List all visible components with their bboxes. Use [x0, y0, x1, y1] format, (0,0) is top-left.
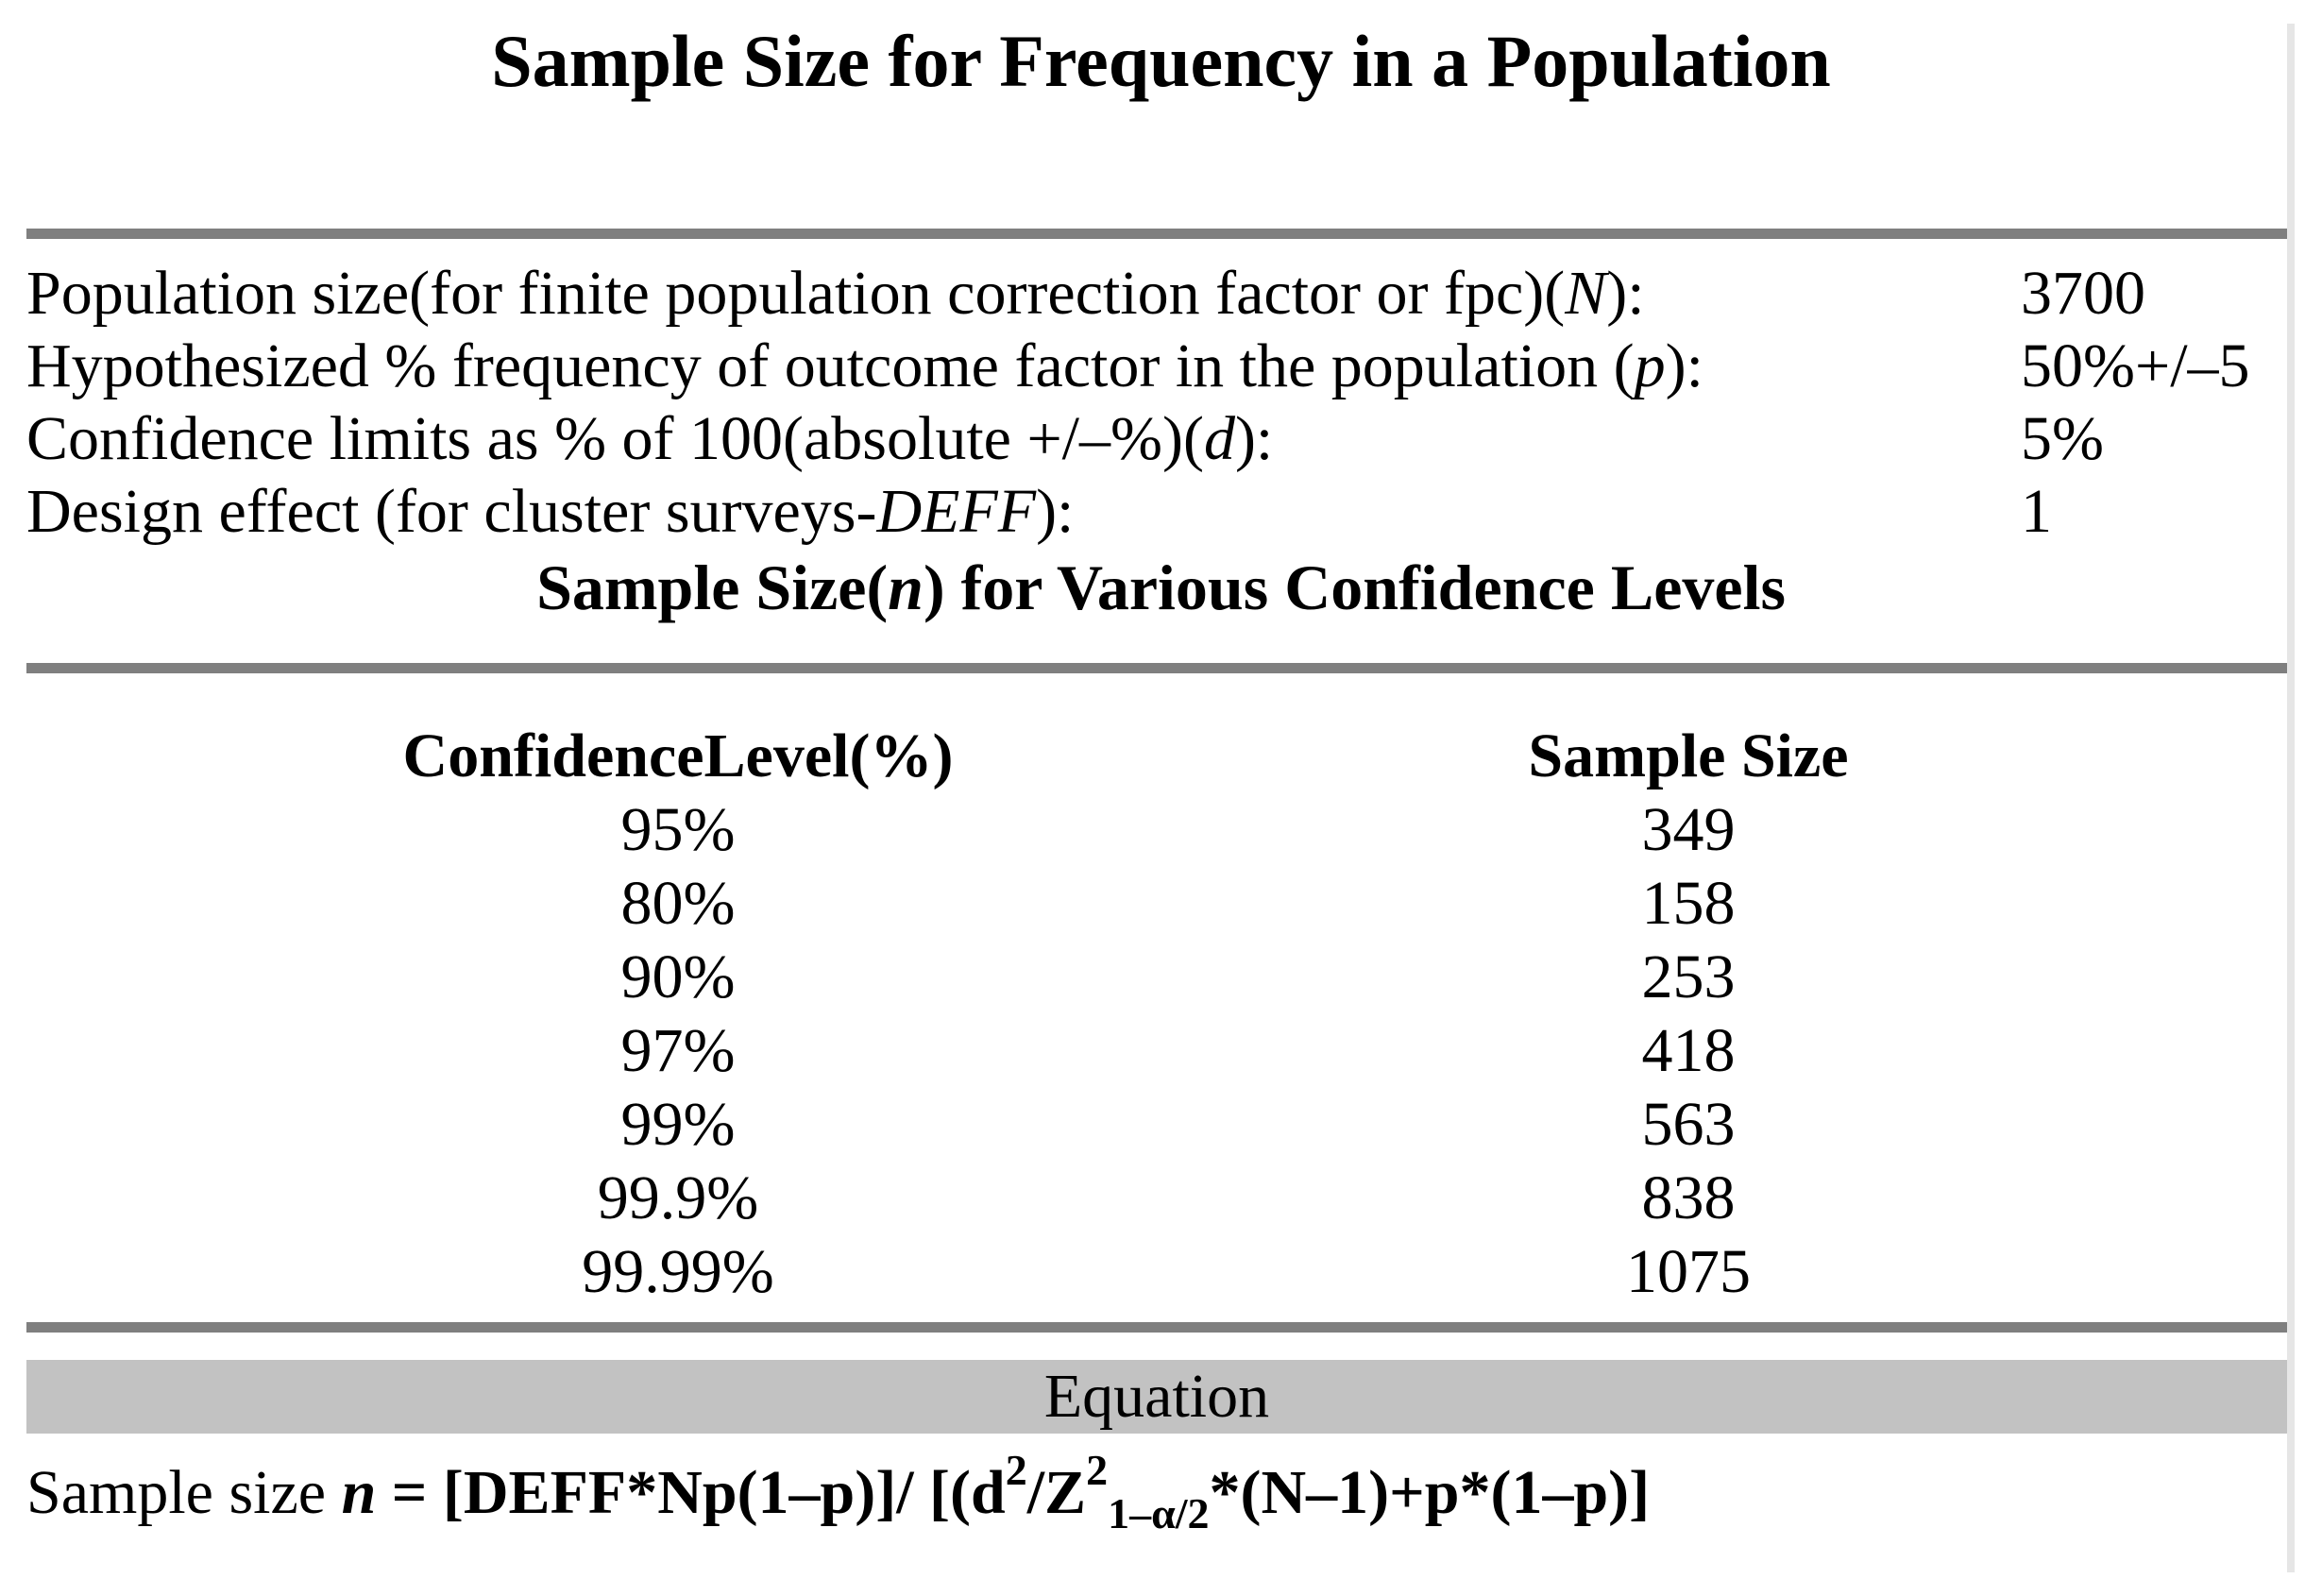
- equation-seg1: [DEFF*Np(1–p)]/ [(d: [442, 1458, 1006, 1527]
- table-row: 80% 158: [26, 867, 2287, 941]
- table-row: 95% 349: [26, 793, 2287, 867]
- parameter-row: Design effect (for cluster surveys-DEFF)…: [26, 475, 2321, 548]
- equation-header-label: Equation: [1043, 1362, 1270, 1431]
- divider-bottom: [26, 1322, 2287, 1333]
- table-row: 90% 253: [26, 941, 2287, 1014]
- section-heading-pre: Sample Size(: [536, 552, 889, 623]
- sample-size-cell: 158: [1641, 869, 1736, 938]
- divider-middle: [26, 663, 2287, 673]
- equation-superscript-2: 2: [1086, 1446, 1109, 1494]
- confidence-level-cell: 80%: [620, 869, 736, 938]
- table-row: 99% 563: [26, 1088, 2287, 1162]
- parameters-block: Population size(for finite population co…: [26, 257, 2321, 548]
- sample-size-header: Sample Size: [1528, 722, 1849, 790]
- parameter-variable: N: [1565, 259, 1607, 328]
- confidence-level-cell: 97%: [620, 1016, 736, 1085]
- section-heading-var: n: [888, 552, 924, 623]
- parameter-variable: p: [1634, 331, 1666, 400]
- equation-line: Sample size n = [DEFF*Np(1–p)]/ [(d2/Z21…: [26, 1449, 1650, 1536]
- parameter-label: Population size(for finite population co…: [26, 259, 1645, 328]
- section-heading: Sample Size(n) for Various Confidence Le…: [0, 555, 2322, 620]
- parameter-row: Confidence limits as % of 100(absolute +…: [26, 402, 2321, 475]
- parameter-row: Hypothesized % frequency of outcome fact…: [26, 330, 2321, 402]
- confidence-level-header: ConfidenceLevel(%): [402, 722, 954, 790]
- parameter-value: 1: [2021, 477, 2052, 546]
- confidence-level-cell: 99%: [620, 1090, 736, 1159]
- parameter-value: 3700: [2021, 259, 2145, 328]
- confidence-level-cell: 99.99%: [582, 1237, 774, 1306]
- sample-size-cell: 563: [1641, 1090, 1736, 1159]
- table-row: 99.9% 838: [26, 1162, 2287, 1235]
- sample-size-cell: 418: [1641, 1016, 1736, 1085]
- confidence-table: ConfidenceLevel(%) Sample Size 95% 349 8…: [26, 720, 2287, 1309]
- table-header-row: ConfidenceLevel(%) Sample Size: [26, 720, 2287, 793]
- sample-size-cell: 1075: [1626, 1237, 1751, 1306]
- equation-seg2: /Z: [1026, 1458, 1087, 1527]
- sample-size-cell: 838: [1641, 1163, 1736, 1232]
- table-row: 97% 418: [26, 1014, 2287, 1088]
- parameter-label: Design effect (for cluster surveys-DEFF)…: [26, 477, 1075, 546]
- equation-seg3: *(N–1)+p*(1–p)]: [1209, 1458, 1651, 1527]
- confidence-level-cell: 90%: [620, 942, 736, 1011]
- equation-superscript-1: 2: [1005, 1446, 1027, 1494]
- equation-equals: =: [376, 1458, 443, 1527]
- equation-header-band: Equation: [26, 1360, 2287, 1434]
- parameter-variable: DEFF: [876, 477, 1037, 546]
- equation-subscript-alpha: 1–α/2: [1108, 1489, 1210, 1537]
- parameter-value: 50%+/–5: [2021, 331, 2250, 400]
- equation-n-var: n: [341, 1458, 377, 1527]
- confidence-table-body: 95% 349 80% 158 90% 253 97% 418 99% 563 …: [26, 793, 2287, 1309]
- equation-prefix: Sample size: [26, 1458, 342, 1527]
- sample-size-cell: 349: [1641, 795, 1736, 864]
- confidence-level-cell: 95%: [620, 795, 736, 864]
- table-row: 99.99% 1075: [26, 1235, 2287, 1309]
- page-title: Sample Size for Frequency in a Populatio…: [491, 20, 1831, 102]
- parameter-value: 5%: [2021, 404, 2104, 473]
- parameter-row: Population size(for finite population co…: [26, 257, 2321, 330]
- parameter-label: Confidence limits as % of 100(absolute +…: [26, 404, 1274, 473]
- confidence-level-cell: 99.9%: [597, 1163, 759, 1232]
- right-border-line: [2287, 24, 2295, 1572]
- divider-top: [26, 229, 2287, 239]
- sample-size-cell: 253: [1641, 942, 1736, 1011]
- parameter-label: Hypothesized % frequency of outcome fact…: [26, 331, 1703, 400]
- parameter-variable: d: [1203, 404, 1235, 473]
- section-heading-post: ) for Various Confidence Levels: [923, 552, 1786, 623]
